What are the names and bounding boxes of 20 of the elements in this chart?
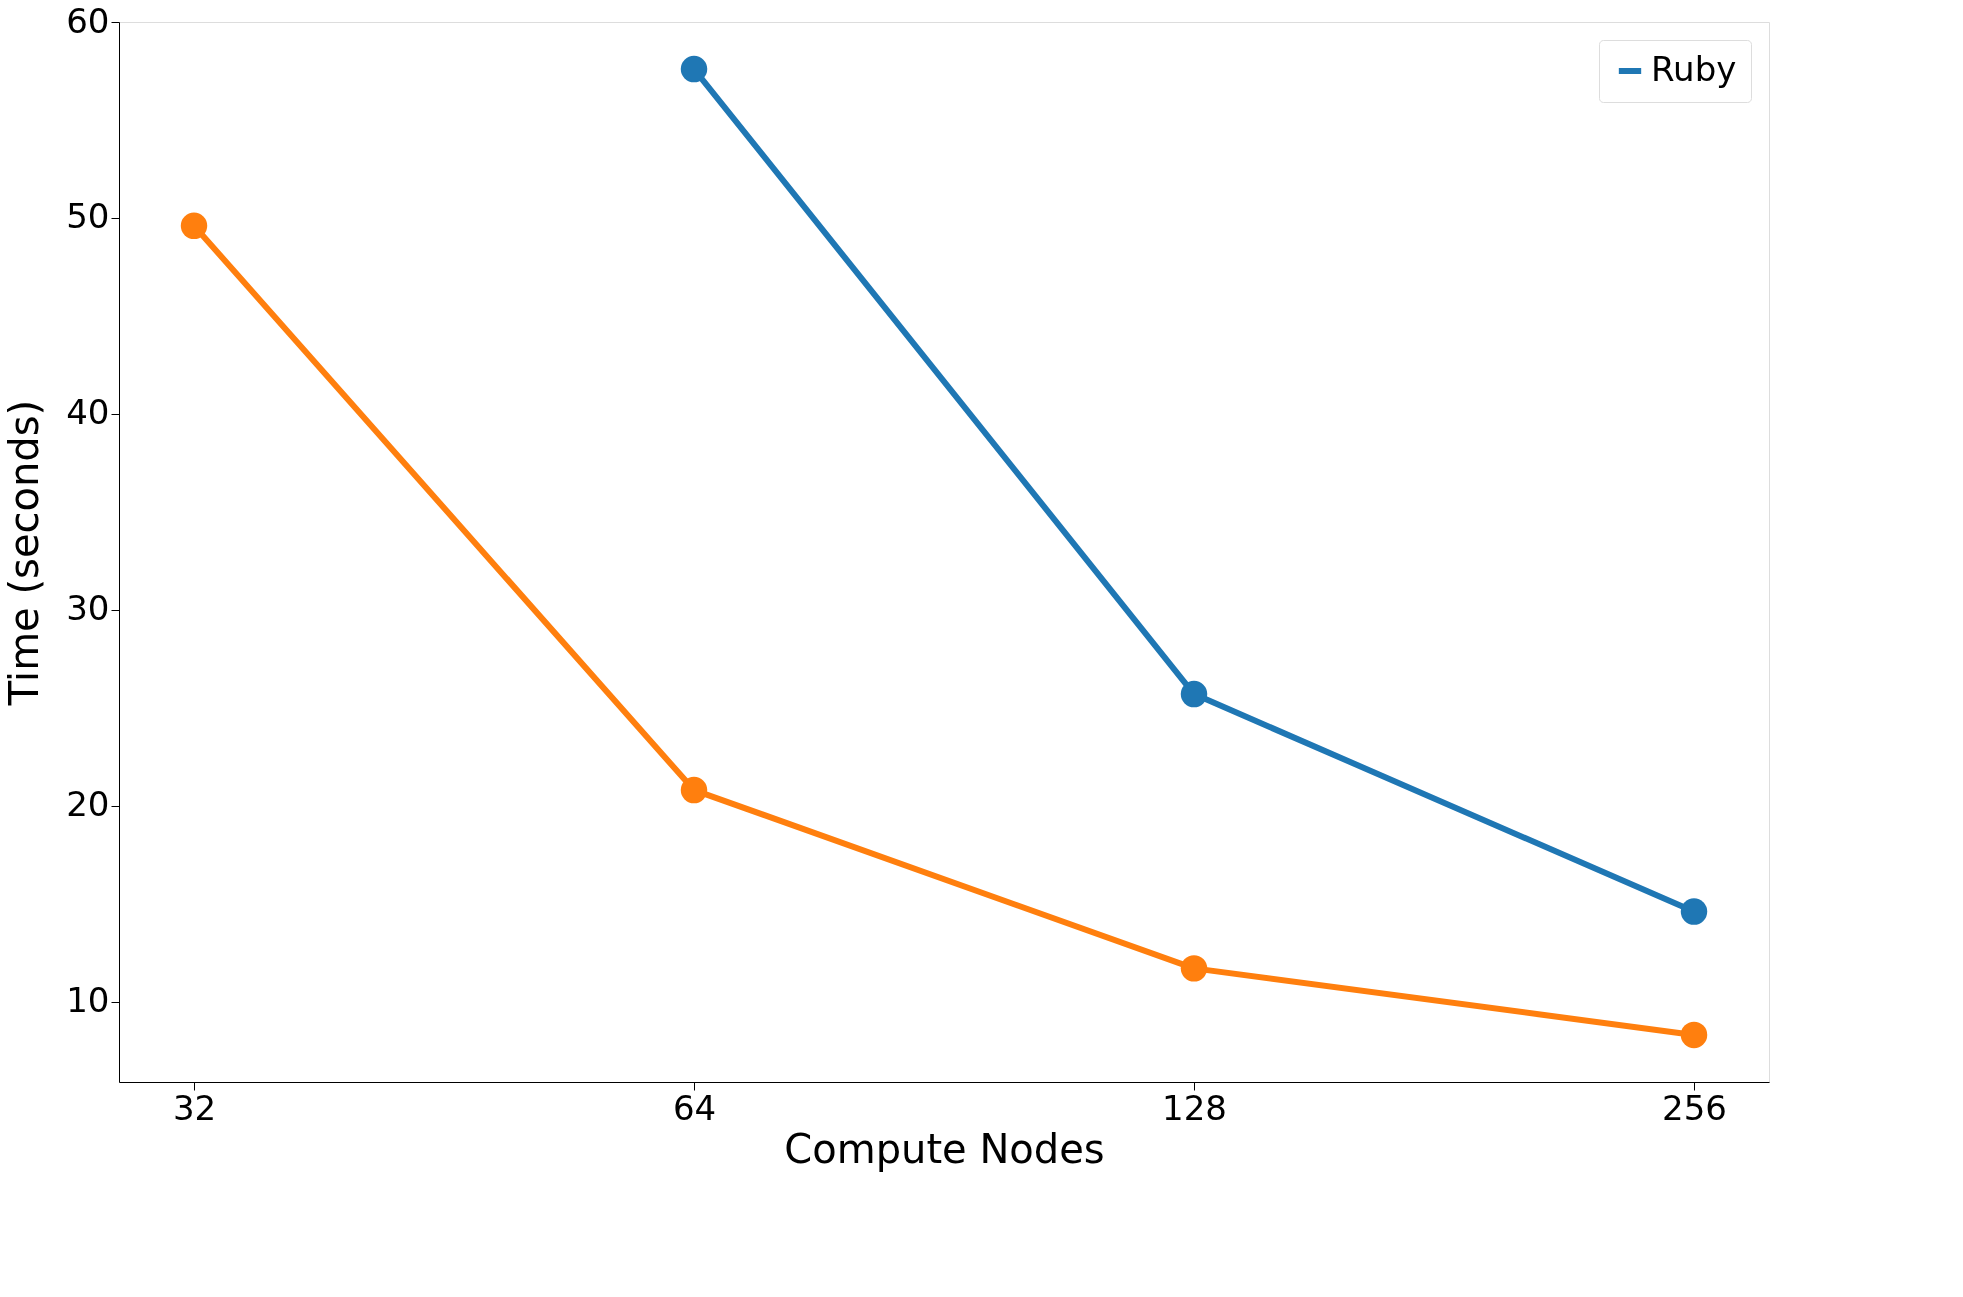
x-axis-title: Compute Nodes: [784, 1125, 1105, 1172]
y-tick-label: 30: [66, 588, 110, 629]
x-tick-label: 256: [1662, 1087, 1727, 1128]
point: [1180, 680, 1208, 708]
y-tick-label: 10: [66, 980, 110, 1021]
y-tick-label: 60: [66, 0, 110, 41]
point: [680, 776, 708, 804]
x-tick-label: 64: [672, 1087, 717, 1128]
x-tick-label: 128: [1162, 1087, 1227, 1128]
y-axis-title: Time (seconds): [1, 399, 48, 707]
legend-label: Ruby: [1651, 49, 1737, 89]
point: [180, 212, 208, 239]
y-tick-label: 40: [66, 392, 110, 433]
point: [1680, 1021, 1708, 1049]
point: [1680, 898, 1708, 925]
y-tick-label: 20: [66, 784, 110, 825]
y-tick-label: 50: [66, 196, 110, 237]
point: [680, 55, 708, 83]
point: [1180, 955, 1208, 982]
x-tick-label: 32: [172, 1087, 217, 1128]
